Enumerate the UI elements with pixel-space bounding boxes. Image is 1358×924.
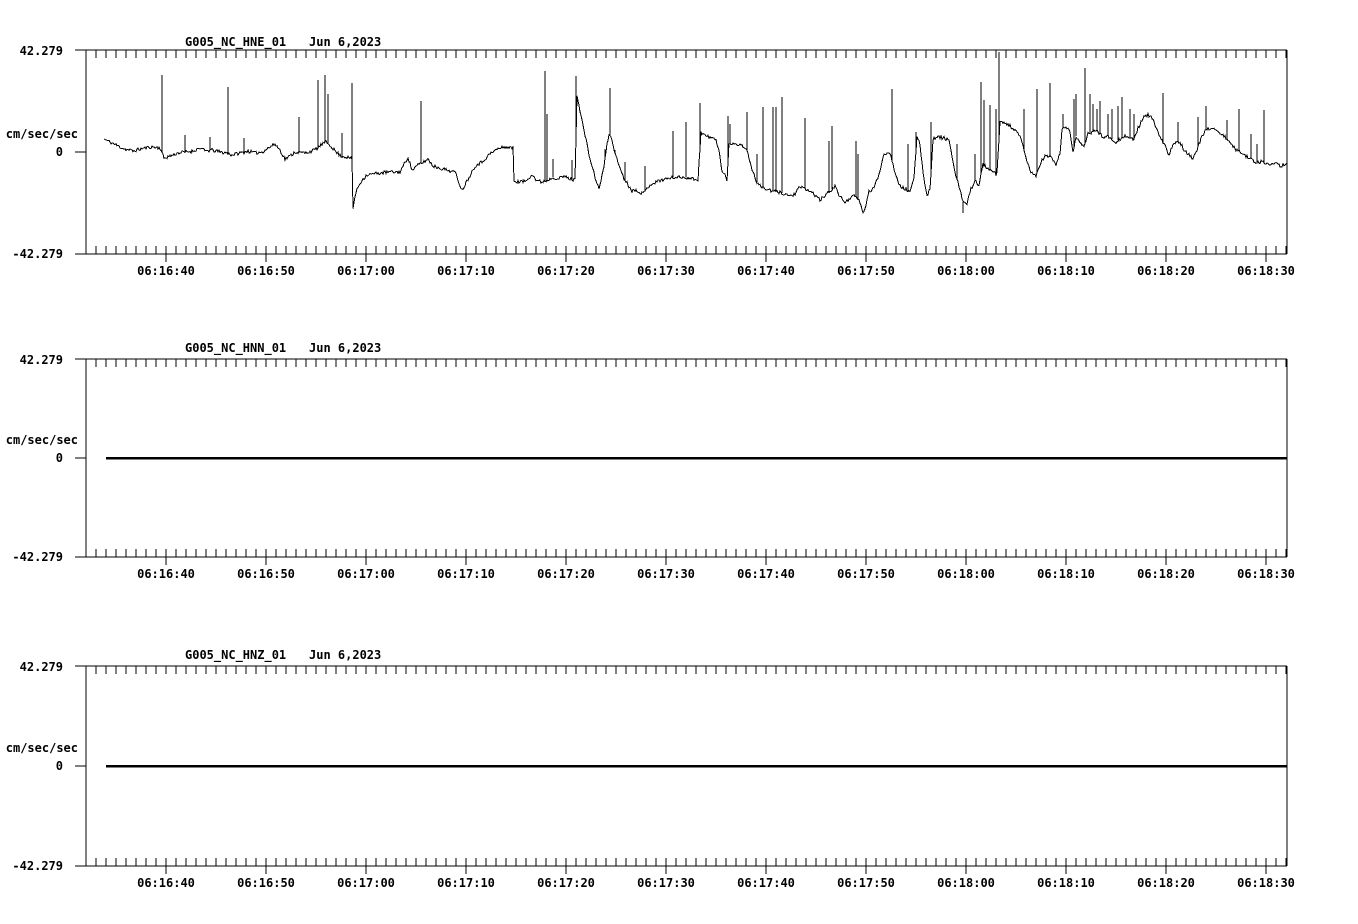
- x-tick-label: 06:17:10: [437, 264, 495, 278]
- x-tick-label: 06:17:50: [837, 264, 895, 278]
- plot-title-station: G005_NC_HNZ_01: [185, 648, 286, 663]
- x-tick-label: 06:17:00: [337, 264, 395, 278]
- y-tick-label-max: 42.279: [20, 353, 63, 367]
- x-tick-label: 06:17:10: [437, 567, 495, 581]
- y-tick-label-zero: 0: [56, 145, 63, 159]
- x-tick-label: 06:18:10: [1037, 567, 1095, 581]
- x-tick-label: 06:18:30: [1237, 876, 1295, 890]
- y-axis-unit-label: cm/sec/sec: [6, 741, 78, 755]
- seismogram-plot-hnz: G005_NC_HNZ_01 Jun 6,2023 42.279 cm/sec/…: [6, 648, 1295, 890]
- x-tick-label: 06:17:40: [737, 567, 795, 581]
- x-tick-label: 06:18:30: [1237, 264, 1295, 278]
- x-tick-label: 06:18:10: [1037, 876, 1095, 890]
- x-tick-labels: 06:16:40 06:16:50 06:17:00 06:17:10 06:17:20…: [137, 264, 1295, 278]
- x-tick-label: 06:17:00: [337, 567, 395, 581]
- waveform-spikes: [161, 51, 1265, 213]
- plot-title-date: Jun 6,2023: [309, 648, 381, 662]
- seismogram-plot-hnn: G005_NC_HNN_01 Jun 6,2023 42.279 cm/sec/…: [6, 341, 1295, 581]
- x-tick-labels: 06:16:40 06:16:50 06:17:00 06:17:10 06:17:20…: [137, 567, 1295, 581]
- y-tick-label-zero: 0: [56, 451, 63, 465]
- x-tick-label: 06:16:40: [137, 876, 195, 890]
- x-tick-label: 06:18:20: [1137, 876, 1195, 890]
- x-tick-label: 06:18:30: [1237, 567, 1295, 581]
- x-tick-labels: 06:16:40 06:16:50 06:17:00 06:17:10 06:17:20…: [137, 876, 1295, 890]
- waveform-trace: [103, 95, 1288, 214]
- y-tick-label-max: 42.279: [20, 44, 63, 58]
- x-tick-label: 06:18:20: [1137, 567, 1195, 581]
- x-tick-label: 06:16:50: [237, 567, 295, 581]
- x-tick-label: 06:17:10: [437, 876, 495, 890]
- y-tick-label-min: -42.279: [12, 550, 63, 564]
- axis-ticks: [95, 359, 1287, 565]
- x-tick-label: 06:18:00: [937, 876, 995, 890]
- x-tick-label: 06:17:00: [337, 876, 395, 890]
- plot-frame: [75, 665, 1288, 867]
- y-tick-label-zero: 0: [56, 759, 63, 773]
- plot-title-station: G005_NC_HNN_01: [185, 341, 286, 356]
- seismogram-plot-hne: G005_NC_HNE_01 Jun 6,2023 42.279 cm/sec/…: [6, 35, 1295, 278]
- x-tick-label: 06:18:00: [937, 264, 995, 278]
- y-axis-unit-label: cm/sec/sec: [6, 127, 78, 141]
- plot-title-station: G005_NC_HNE_01: [185, 35, 286, 50]
- x-tick-label: 06:17:30: [637, 567, 695, 581]
- x-tick-label: 06:18:00: [937, 567, 995, 581]
- x-tick-label: 06:17:20: [537, 567, 595, 581]
- x-tick-label: 06:16:50: [237, 876, 295, 890]
- x-tick-label: 06:18:20: [1137, 264, 1195, 278]
- x-tick-label: 06:17:20: [537, 876, 595, 890]
- x-tick-label: 06:17:40: [737, 264, 795, 278]
- y-tick-label-min: -42.279: [12, 247, 63, 261]
- plot-frame: [75, 358, 1288, 558]
- x-tick-label: 06:17:50: [837, 876, 895, 890]
- x-tick-label: 06:16:40: [137, 567, 195, 581]
- plot-title-date: Jun 6,2023: [309, 35, 381, 49]
- x-tick-label: 06:17:50: [837, 567, 895, 581]
- x-tick-label: 06:18:10: [1037, 264, 1095, 278]
- x-tick-label: 06:17:30: [637, 876, 695, 890]
- axis-ticks: [95, 666, 1287, 874]
- x-tick-label: 06:16:50: [237, 264, 295, 278]
- y-tick-label-max: 42.279: [20, 660, 63, 674]
- plot-frame: [75, 49, 1288, 255]
- plot-title-date: Jun 6,2023: [309, 341, 381, 355]
- x-tick-label: 06:16:40: [137, 264, 195, 278]
- x-tick-label: 06:17:30: [637, 264, 695, 278]
- y-axis-unit-label: cm/sec/sec: [6, 433, 78, 447]
- axis-ticks: [95, 50, 1287, 262]
- y-tick-label-min: -42.279: [12, 859, 63, 873]
- x-tick-label: 06:17:40: [737, 876, 795, 890]
- x-tick-label: 06:17:20: [537, 264, 595, 278]
